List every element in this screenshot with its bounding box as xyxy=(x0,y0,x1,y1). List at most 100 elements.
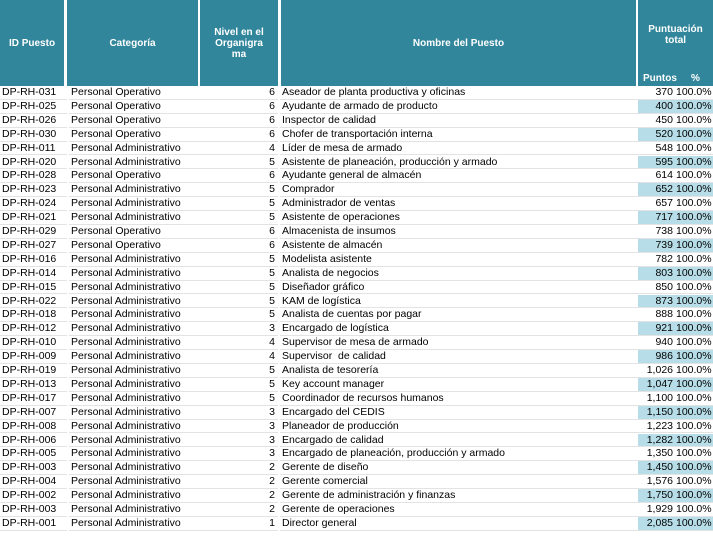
table-cell: 100.0% xyxy=(676,489,713,503)
table-cell: DP-RH-013 xyxy=(0,378,67,392)
table-cell: 2 xyxy=(199,489,278,503)
table-cell: 1,929 xyxy=(638,503,676,517)
table-cell: Líder de mesa de armado xyxy=(280,142,638,156)
table-cell: 100.0% xyxy=(676,225,713,239)
table-cell: 5 xyxy=(199,364,278,378)
table-cell: Coordinador de recursos humanos xyxy=(280,392,638,406)
table-cell: Personal Administrativo xyxy=(69,503,199,517)
table-cell: Encargado del CEDIS xyxy=(280,406,638,420)
table-cell: Gerente de operaciones xyxy=(280,503,638,517)
table-cell: DP-RH-016 xyxy=(0,253,67,267)
table-cell: DP-RH-022 xyxy=(0,295,67,309)
table-cell: 100.0% xyxy=(676,211,713,225)
table-cell: DP-RH-004 xyxy=(0,475,67,490)
table-cell: DP-RH-030 xyxy=(0,128,67,142)
table-cell: Personal Operativo xyxy=(69,239,199,253)
table-cell: DP-RH-018 xyxy=(0,308,67,323)
table-cell: Personal Operativo xyxy=(69,100,199,114)
table-cell: 100.0% xyxy=(676,461,713,476)
table-cell: 1,047 xyxy=(638,377,676,392)
table-cell: Almacenista de insumos xyxy=(280,225,638,239)
table-cell: Aseador de planta productiva y oficinas xyxy=(280,86,638,100)
table-cell: 1,350 xyxy=(638,447,676,462)
table-cell: 100.0% xyxy=(676,475,713,490)
table-cell: Personal Administrativo xyxy=(69,461,199,476)
table-cell: Director general xyxy=(280,517,638,531)
table-cell: 2,085 xyxy=(638,516,676,531)
header-cell: ID Puesto xyxy=(0,0,64,86)
table-cell: Personal Administrativo xyxy=(69,475,199,490)
table-cell: 100.0% xyxy=(676,238,713,253)
table-cell: 5 xyxy=(199,253,278,267)
table-cell: Asistente de operaciones xyxy=(280,211,638,225)
table-cell: 803 xyxy=(638,266,676,281)
table-cell: Analista de cuentas por pagar xyxy=(280,308,638,323)
table-cell: Personal Administrativo xyxy=(69,364,199,378)
table-cell: Personal Administrativo xyxy=(69,406,199,420)
table-cell: 100.0% xyxy=(676,516,713,531)
table-cell: 5 xyxy=(199,156,278,170)
table-cell: 782 xyxy=(638,253,676,267)
table-cell: 3 xyxy=(199,406,278,420)
table-cell: Encargado de logística xyxy=(280,322,638,337)
table-cell: 1,282 xyxy=(638,433,676,448)
table-cell: 100.0% xyxy=(676,252,713,267)
table-cell: Asistente de planeación, producción y ar… xyxy=(280,156,638,170)
table-cell: 657 xyxy=(638,197,676,212)
table-cell: 850 xyxy=(638,281,676,295)
table-cell: 100.0% xyxy=(676,350,713,364)
table-cell: Personal Operativo xyxy=(69,169,199,184)
table-cell: 3 xyxy=(199,447,278,462)
table-cell: 100.0% xyxy=(676,127,713,142)
table-cell: Personal Administrativo xyxy=(69,378,199,392)
table-cell: DP-RH-023 xyxy=(0,183,67,198)
table-cell: DP-RH-010 xyxy=(0,336,67,351)
table-cell: 1,223 xyxy=(638,420,676,434)
table-cell: 370 xyxy=(638,86,676,100)
table-cell: DP-RH-008 xyxy=(0,420,67,434)
table-cell: Planeador de producción xyxy=(280,420,638,434)
table-cell: Inspector de calidad xyxy=(280,114,638,128)
table-cell: DP-RH-007 xyxy=(0,406,67,420)
table-cell: 2 xyxy=(199,475,278,490)
table-cell: 738 xyxy=(638,225,676,239)
table-cell: 5 xyxy=(199,197,278,212)
table-cell: 100.0% xyxy=(676,197,713,212)
table-cell: Personal Administrativo xyxy=(69,447,199,462)
table-cell: 100.0% xyxy=(676,391,713,406)
header-cell: Puntuación total xyxy=(638,0,713,86)
table-cell: Personal Administrativo xyxy=(69,142,199,156)
table-cell: Ayudante general de almacén xyxy=(280,169,638,184)
header-cell: Nivel en el Organigrama xyxy=(200,0,278,86)
table-cell: 100.0% xyxy=(676,266,713,281)
header-cell: Categoría xyxy=(67,0,198,86)
table-cell: 548 xyxy=(638,142,676,156)
table-cell: DP-RH-028 xyxy=(0,169,67,184)
table-cell: DP-RH-011 xyxy=(0,142,67,156)
header-text: Nombre del Puesto xyxy=(412,37,505,49)
table-cell: 100.0% xyxy=(676,447,713,462)
table-cell: 595 xyxy=(638,155,676,170)
table-cell: 1 xyxy=(199,517,278,531)
table-cell: 3 xyxy=(199,434,278,448)
table-cell: Administrador de ventas xyxy=(280,197,638,212)
table-cell: DP-RH-024 xyxy=(0,197,67,212)
table-cell: 100.0% xyxy=(676,322,713,337)
table-cell: 5 xyxy=(199,392,278,406)
table-cell: 100.0% xyxy=(676,155,713,170)
table-cell: 5 xyxy=(199,211,278,225)
table-cell: 100.0% xyxy=(676,503,713,517)
table-cell: 100.0% xyxy=(676,113,713,128)
table-cell: 873 xyxy=(638,294,676,309)
table-cell: 1,576 xyxy=(638,475,676,490)
table-cell: Personal Administrativo xyxy=(69,420,199,434)
table-cell: 6 xyxy=(199,128,278,142)
table-cell: 940 xyxy=(638,336,676,351)
table-cell: 100.0% xyxy=(676,336,713,351)
table-cell: DP-RH-005 xyxy=(0,447,67,462)
table-cell: Personal Operativo xyxy=(69,114,199,128)
table-cell: 6 xyxy=(199,100,278,114)
sub-header: % xyxy=(691,73,700,84)
table-cell: 6 xyxy=(199,86,278,100)
